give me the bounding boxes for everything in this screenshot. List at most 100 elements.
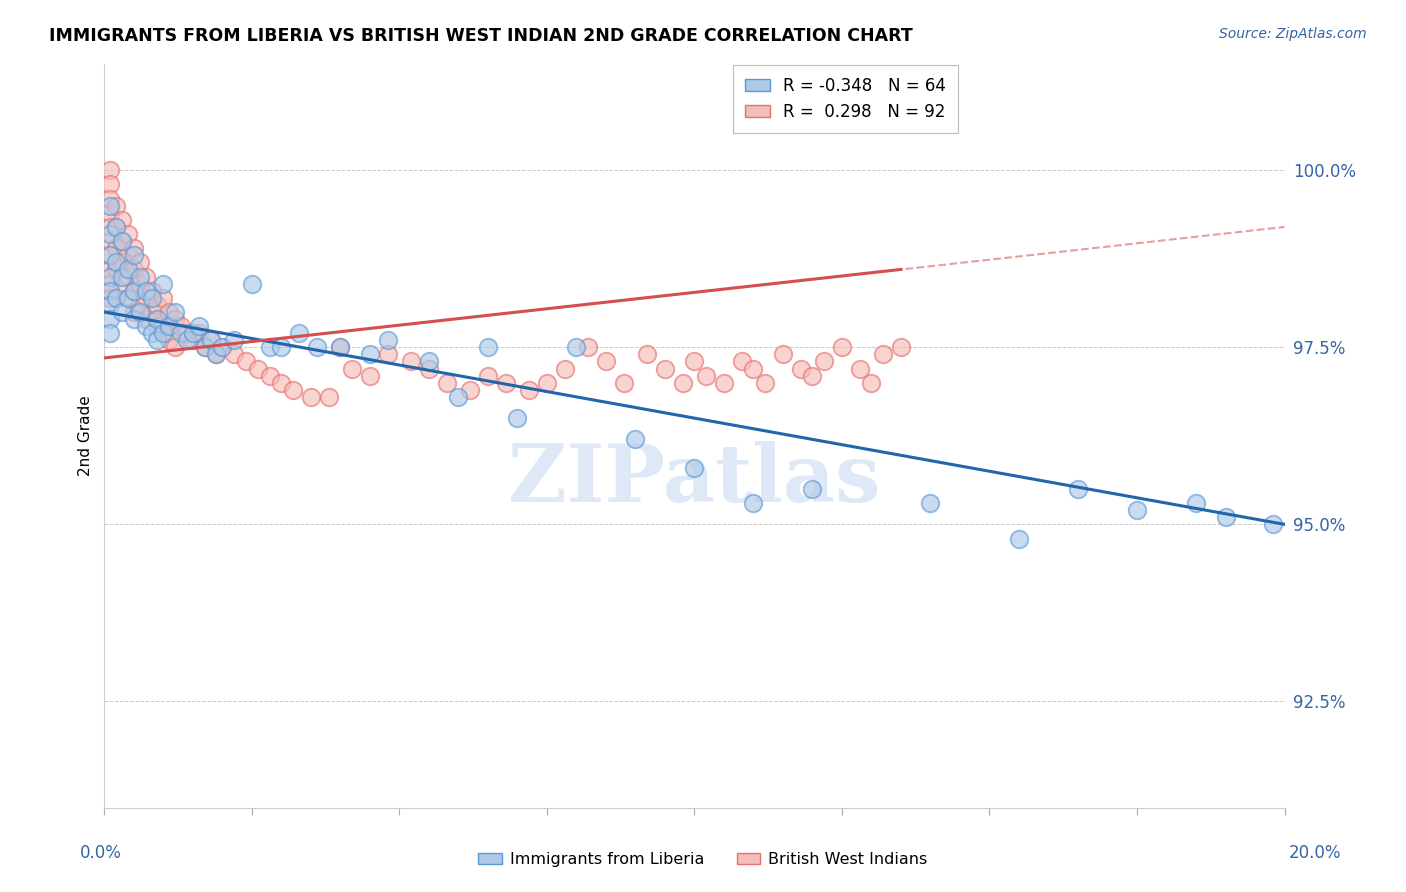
Point (98, 163, 121, 178)
Point (329, 340, 352, 354)
Point (98, 199, 121, 213)
Point (536, 376, 558, 390)
Point (98, 326, 121, 340)
Point (105, 241, 128, 255)
Point (789, 361, 811, 376)
Point (128, 298, 150, 312)
Point (359, 368, 381, 383)
Point (135, 269, 157, 284)
Point (141, 291, 163, 305)
Point (194, 340, 217, 354)
Point (754, 376, 776, 390)
Point (122, 305, 145, 319)
Text: Source: ZipAtlas.com: Source: ZipAtlas.com (1219, 27, 1367, 41)
Point (152, 326, 174, 340)
Point (111, 212, 134, 227)
Point (157, 319, 180, 334)
Legend: R = -0.348   N = 64, R =  0.298   N = 92: R = -0.348 N = 64, R = 0.298 N = 92 (733, 65, 957, 133)
Point (517, 383, 540, 397)
Point (152, 277, 174, 291)
Point (128, 305, 150, 319)
Point (98, 262, 121, 277)
Point (576, 340, 599, 354)
Point (187, 326, 209, 340)
Point (111, 305, 134, 319)
Point (772, 347, 794, 361)
Point (176, 333, 198, 347)
Point (399, 354, 422, 368)
Point (890, 340, 912, 354)
Point (200, 333, 222, 347)
Point (713, 376, 735, 390)
Point (636, 347, 658, 361)
Point (613, 376, 636, 390)
Text: 20.0%: 20.0% (1288, 844, 1341, 862)
Point (813, 354, 835, 368)
Point (122, 284, 145, 298)
Point (111, 255, 134, 269)
Point (359, 347, 381, 361)
Point (270, 340, 292, 354)
Point (477, 368, 499, 383)
Y-axis label: 2nd Grade: 2nd Grade (79, 395, 93, 476)
Point (288, 326, 311, 340)
Point (205, 347, 228, 361)
Point (477, 340, 499, 354)
Point (141, 284, 163, 298)
Point (165, 312, 187, 326)
Point (141, 326, 163, 340)
Point (224, 347, 246, 361)
Point (742, 361, 765, 376)
Point (1185, 496, 1208, 510)
Point (860, 376, 883, 390)
Point (111, 234, 134, 248)
Point (176, 326, 198, 340)
Point (1215, 510, 1237, 524)
Point (270, 376, 292, 390)
Point (1008, 532, 1031, 546)
Point (117, 248, 139, 262)
Point (157, 333, 180, 347)
Point (98, 291, 121, 305)
Point (135, 312, 157, 326)
Point (240, 277, 263, 291)
Point (683, 460, 706, 475)
Point (122, 241, 145, 255)
Point (624, 433, 647, 447)
Point (200, 333, 222, 347)
Point (165, 340, 187, 354)
Point (554, 361, 576, 376)
Point (117, 291, 139, 305)
Point (135, 284, 157, 298)
Point (152, 326, 174, 340)
Point (117, 291, 139, 305)
Point (418, 361, 440, 376)
Point (342, 361, 364, 376)
Point (283, 383, 305, 397)
Point (831, 340, 853, 354)
Point (181, 333, 204, 347)
Point (98, 192, 121, 206)
Point (146, 319, 169, 334)
Point (165, 305, 187, 319)
Legend: Immigrants from Liberia, British West Indians: Immigrants from Liberia, British West In… (472, 846, 934, 873)
Point (170, 319, 193, 334)
Point (98, 234, 121, 248)
Point (730, 354, 752, 368)
Point (141, 305, 163, 319)
Point (157, 305, 180, 319)
Point (122, 248, 145, 262)
Point (299, 390, 322, 404)
Point (117, 269, 139, 284)
Point (695, 368, 717, 383)
Point (98, 312, 121, 326)
Point (436, 376, 458, 390)
Point (146, 312, 169, 326)
Point (98, 178, 121, 192)
Point (259, 340, 281, 354)
Point (105, 291, 128, 305)
Point (418, 354, 440, 368)
Point (318, 390, 340, 404)
Point (105, 219, 128, 234)
Point (683, 354, 706, 368)
